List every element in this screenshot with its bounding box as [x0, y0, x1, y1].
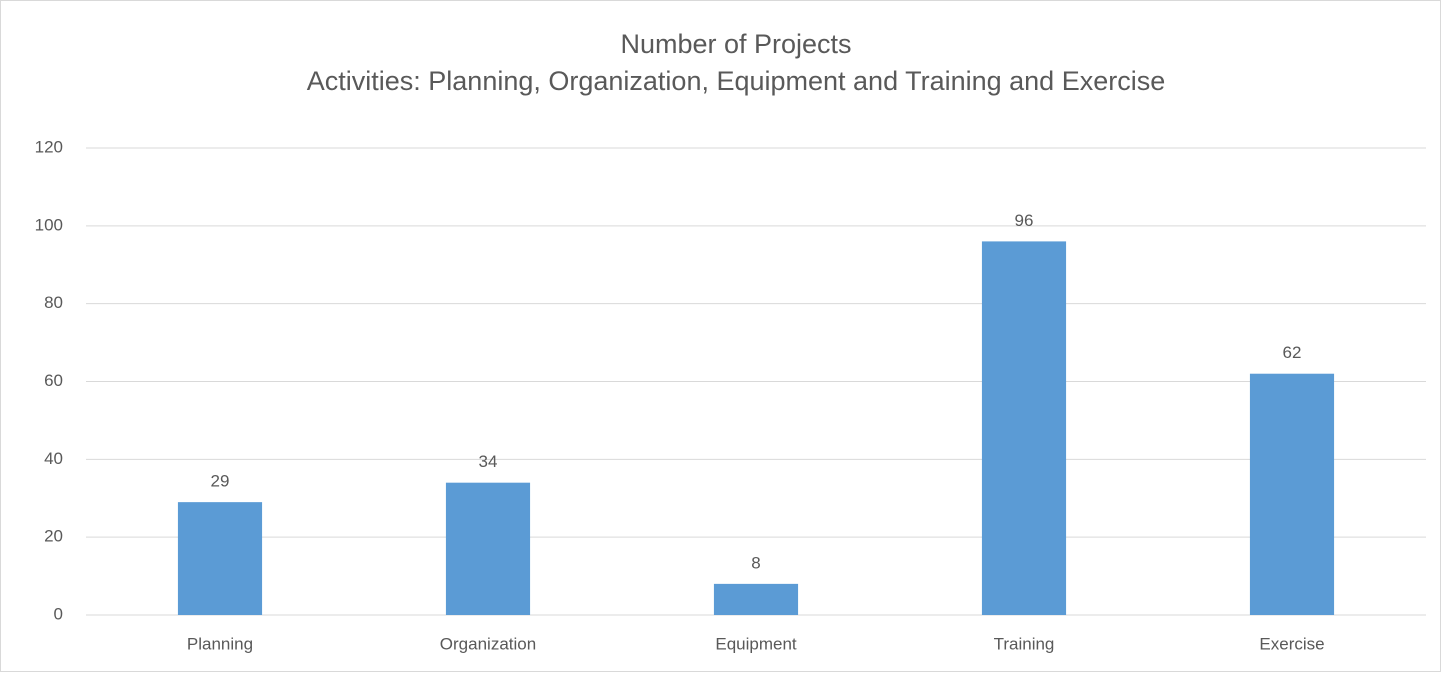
x-tick-label: Organization	[440, 634, 536, 653]
y-tick-label: 20	[44, 527, 63, 546]
x-tick-label: Planning	[187, 634, 253, 653]
y-tick-label: 0	[54, 604, 63, 623]
y-tick-label: 120	[35, 137, 63, 156]
x-tick-label: Exercise	[1259, 634, 1324, 653]
data-label: 34	[479, 452, 498, 471]
data-label: 8	[751, 553, 760, 572]
y-tick-label: 100	[35, 215, 63, 234]
chart-subtitle: Activities: Planning, Organization, Equi…	[307, 66, 1165, 96]
bar	[177, 502, 263, 615]
x-tick-label: Equipment	[715, 634, 797, 653]
data-label: 96	[1015, 211, 1034, 230]
y-tick-label: 40	[44, 449, 63, 468]
bar	[981, 241, 1067, 615]
bar	[713, 583, 799, 615]
data-label: 29	[211, 472, 230, 491]
bar	[1249, 373, 1335, 615]
y-tick-label: 60	[44, 371, 63, 390]
chart-title: Number of Projects	[620, 29, 851, 59]
data-label: 62	[1283, 343, 1302, 362]
x-tick-label: Training	[994, 634, 1055, 653]
y-tick-label: 80	[44, 293, 63, 312]
bar	[445, 482, 531, 615]
